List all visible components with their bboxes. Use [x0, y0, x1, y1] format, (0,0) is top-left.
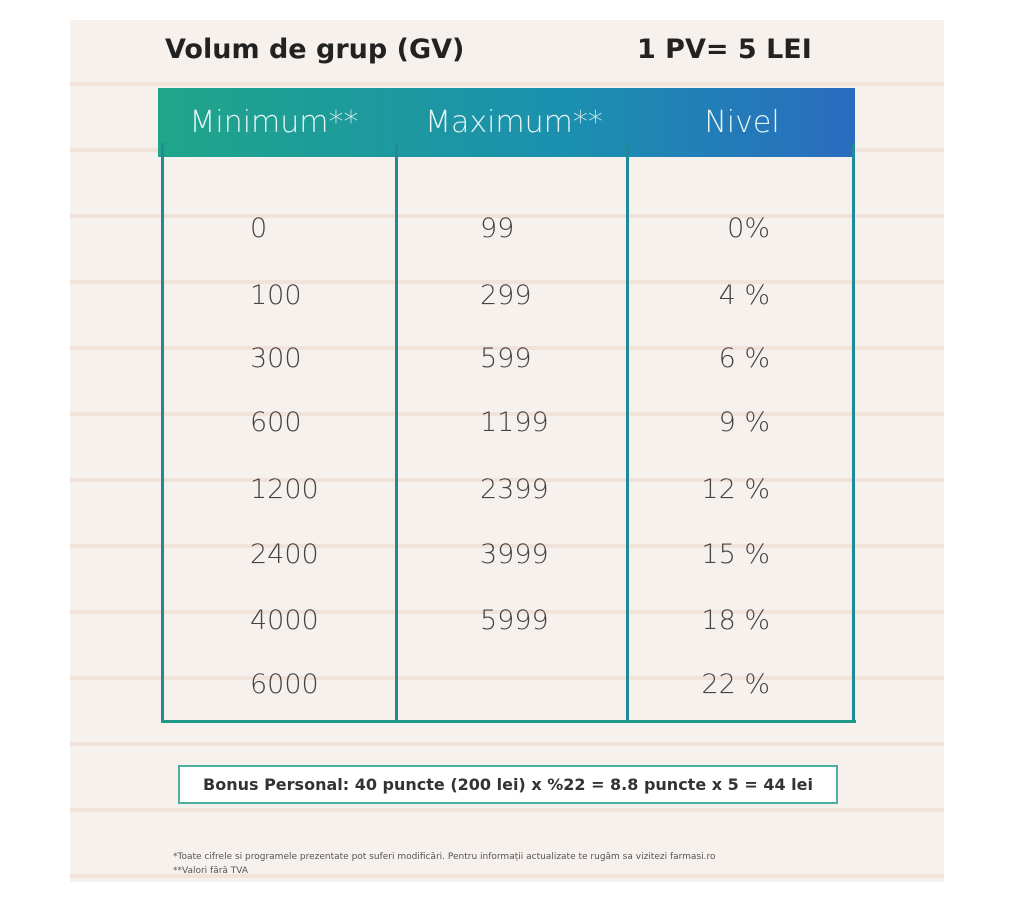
table-cell: 22 %	[701, 669, 770, 700]
table-cell: 15 %	[701, 539, 770, 570]
table-cell: 18 %	[701, 605, 770, 636]
table-cell: 299	[480, 280, 532, 311]
table-cell: 4 %	[718, 280, 770, 311]
table-cell: 2400	[250, 539, 319, 570]
table-cell: 100	[250, 280, 302, 311]
column-border	[626, 143, 629, 723]
title: Volum de grup (GV)	[165, 34, 465, 65]
column-border	[161, 143, 164, 723]
column-border	[395, 143, 398, 723]
rate: 1 PV= 5 LEI	[637, 34, 812, 65]
table-cell: 1200	[250, 474, 319, 505]
column-header: Minimum**	[189, 105, 359, 140]
table-cell: 6000	[250, 669, 319, 700]
table-cell: 4000	[250, 605, 319, 636]
column-header: Maximum**	[425, 105, 603, 140]
table-header: Minimum** Maximum** Nivel	[158, 88, 855, 157]
table-cell: 599	[480, 343, 532, 374]
table-cell: 3999	[480, 539, 549, 570]
table-cell: 6 %	[718, 343, 770, 374]
table-border	[161, 720, 856, 723]
table-cell: 0	[250, 213, 268, 244]
table-cell: 300	[250, 343, 302, 374]
background	[70, 20, 944, 882]
column-header: Nivel	[704, 105, 780, 140]
table-cell: 5999	[480, 605, 549, 636]
table-cell: 2399	[480, 474, 549, 505]
column-border	[852, 143, 855, 723]
table-cell: 1199	[480, 407, 549, 438]
table-cell: 12 %	[701, 474, 770, 505]
footnote: *Toate cifrele si programele prezentate …	[173, 852, 716, 862]
table-cell: 600	[250, 407, 302, 438]
footnote: **Valori fără TVA	[173, 866, 249, 876]
table-cell: 0%	[727, 213, 770, 244]
bonus-box: Bonus Personal: 40 puncte (200 lei) x %2…	[178, 765, 838, 804]
table-cell: 99	[480, 213, 515, 244]
table-cell: 9 %	[718, 407, 770, 438]
